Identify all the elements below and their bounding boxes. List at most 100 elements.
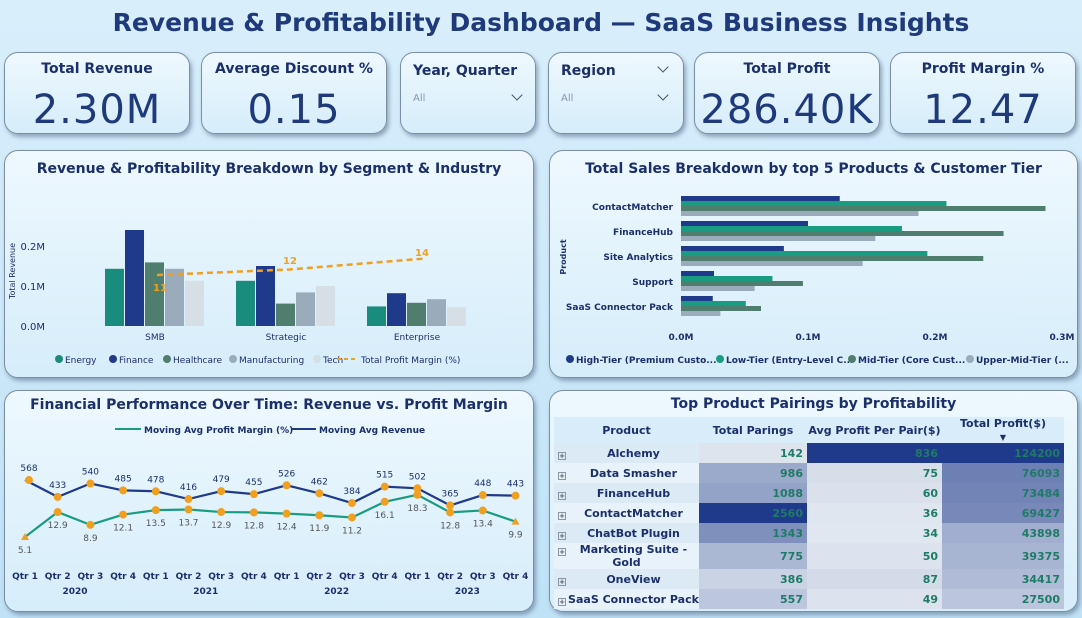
x-tick-label: SMB	[145, 333, 165, 343]
cell-product[interactable]: + ChatBot Plugin	[554, 523, 699, 543]
slicer-value[interactable]: All	[413, 93, 426, 104]
cell-product[interactable]: + Alchemy	[554, 443, 699, 463]
y-tick-label: Support	[632, 278, 673, 288]
x-tick-label: Qtr 1	[405, 572, 431, 582]
data-point	[348, 499, 356, 508]
cell-product[interactable]: + FinanceHub	[554, 483, 699, 503]
table-row[interactable]: + Alchemy 142 836 124200	[554, 443, 1064, 463]
expand-icon[interactable]: +	[558, 531, 566, 540]
year-quarter-slicer[interactable]: Year, Quarter All	[400, 52, 536, 134]
kpi-value: 286.40K	[700, 87, 874, 133]
margin-label: 12	[283, 256, 297, 267]
expand-icon[interactable]: +	[558, 511, 566, 520]
expand-icon[interactable]: +	[558, 577, 566, 586]
table-row[interactable]: + SaaS Connector Pack 557 49 27500	[554, 589, 1064, 609]
bar	[256, 266, 275, 326]
legend-label: Healthcare	[173, 356, 223, 366]
cell-avg-profit: 50	[807, 543, 942, 569]
cell-total-parings: 1088	[699, 483, 807, 503]
cell-total-parings: 775	[699, 543, 807, 569]
cell-product[interactable]: + SaaS Connector Pack	[554, 589, 699, 609]
x-tick-label: Qtr 1	[274, 572, 300, 582]
data-point	[25, 476, 33, 485]
y-axis-label: Total Revenue	[8, 243, 17, 300]
data-label: 12.8	[440, 521, 460, 531]
dashboard-title: Revenue & Profitability Dashboard — SaaS…	[112, 8, 970, 37]
data-label: 13.7	[178, 518, 198, 528]
x-tick-label: 0.0M	[669, 333, 694, 343]
table-row[interactable]: + Marketing Suite - Gold 775 50 39375	[554, 543, 1064, 569]
financial-performance-chart: Moving Avg Profit Margin (%) Moving Avg R…	[12, 426, 528, 597]
product-label: FinanceHub	[596, 486, 671, 500]
cell-avg-profit: 34	[807, 523, 942, 543]
x-tick-label: 0.1M	[796, 333, 821, 343]
cell-product[interactable]: + ContactMatcher	[554, 503, 699, 523]
margin-label: 14	[415, 248, 429, 259]
bar	[165, 268, 184, 326]
bar	[447, 307, 466, 326]
legend-marker	[109, 355, 117, 363]
cell-total-parings: 557	[699, 589, 807, 609]
expand-icon[interactable]: +	[558, 471, 566, 480]
cell-product[interactable]: + Data Smasher	[554, 463, 699, 483]
expand-icon[interactable]: +	[558, 451, 566, 460]
legend-marker	[229, 355, 237, 363]
product-label: SaaS Connector Pack	[568, 592, 699, 606]
cell-product[interactable]: + Marketing Suite - Gold	[554, 543, 699, 569]
y-axis-label: Product	[559, 239, 568, 274]
expand-icon[interactable]: +	[558, 548, 566, 556]
series-line-revenue	[24, 479, 516, 507]
region-slicer[interactable]: Region All	[548, 52, 684, 134]
column-header-total-parings[interactable]: Total Parings	[699, 417, 807, 443]
column-header-total-profit[interactable]: Total Profit($) ▼	[942, 417, 1064, 443]
data-label: 12.1	[113, 524, 133, 534]
table-row[interactable]: + ChatBot Plugin 1343 34 43898	[554, 523, 1064, 543]
table-row[interactable]: + ContactMatcher 2560 36 69427	[554, 503, 1064, 523]
bar	[681, 296, 713, 301]
column-header-label: Total Profit($)	[959, 417, 1047, 430]
data-point	[184, 505, 193, 514]
cell-total-profit: 124200	[942, 443, 1064, 463]
bar	[681, 276, 773, 281]
data-point	[151, 487, 160, 496]
kpi-label: Total Profit	[743, 61, 831, 77]
slicer-value[interactable]: All	[561, 93, 574, 104]
bar	[681, 271, 715, 276]
data-point	[217, 487, 226, 496]
data-point	[315, 511, 324, 520]
table-row[interactable]: + FinanceHub 1088 60 73484	[554, 483, 1064, 503]
data-label: 502	[409, 472, 426, 482]
table-row[interactable]: + OneView 386 87 34417	[554, 569, 1064, 589]
chevron-down-icon[interactable]	[657, 61, 669, 73]
column-header-avg-profit[interactable]: Avg Profit Per Pair($)	[807, 417, 942, 443]
data-label: 365	[442, 489, 459, 499]
data-label: 485	[115, 474, 132, 484]
x-group-label: 2020	[62, 587, 87, 597]
table-title: Top Product Pairings by Profitability	[670, 396, 957, 412]
table-row[interactable]: + Data Smasher 986 75 76093	[554, 463, 1064, 483]
product-pairings-panel: Top Product Pairings by Profitability Pr…	[549, 390, 1078, 612]
data-point	[348, 513, 356, 522]
sort-descending-icon[interactable]: ▼	[999, 433, 1007, 442]
data-label: 11.2	[342, 526, 362, 536]
column-header-product[interactable]: Product	[554, 417, 699, 443]
cell-product[interactable]: + OneView	[554, 569, 699, 589]
slicer-label: Year, Quarter	[413, 63, 518, 79]
chevron-down-icon[interactable]	[511, 89, 523, 101]
x-tick-label: Qtr 2	[437, 572, 463, 582]
bar	[367, 306, 386, 326]
x-tick-label: 0.3M	[1050, 333, 1075, 343]
chevron-down-icon[interactable]	[657, 89, 669, 101]
product-label: ChatBot Plugin	[587, 526, 680, 540]
expand-icon[interactable]: +	[558, 597, 566, 606]
cell-total-parings: 386	[699, 569, 807, 589]
expand-icon[interactable]: +	[558, 491, 566, 500]
y-tick-label: 0.1M	[20, 282, 45, 293]
cell-total-parings: 2560	[699, 503, 807, 523]
x-tick-label: Qtr 1	[143, 572, 169, 582]
data-label: 5.1	[18, 546, 32, 556]
chart-title: Financial Performance Over Time: Revenue…	[30, 397, 508, 413]
y-tick-label: Site Analytics	[603, 253, 673, 263]
cell-avg-profit: 836	[807, 443, 942, 463]
legend-label: Mid-Tier (Core Cust...	[858, 356, 965, 366]
